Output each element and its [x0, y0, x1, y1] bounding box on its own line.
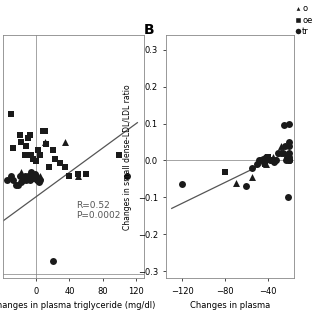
Point	[19, 169, 24, 174]
Point	[29, 152, 34, 157]
Text: R=0.52
P=0.0002: R=0.52 P=0.0002	[76, 201, 121, 220]
Point	[265, 156, 270, 161]
Point	[249, 165, 254, 171]
Point	[67, 173, 72, 179]
Point	[57, 161, 62, 166]
Point	[278, 150, 283, 156]
Point	[16, 182, 21, 187]
Point	[24, 144, 29, 149]
Point	[261, 156, 266, 161]
Y-axis label: Changes in small dense-LDL/LDL ratio: Changes in small dense-LDL/LDL ratio	[123, 84, 132, 230]
Point	[180, 182, 185, 187]
Point	[36, 148, 41, 153]
Point	[29, 169, 34, 174]
Point	[263, 154, 268, 159]
X-axis label: Changes in plasma: Changes in plasma	[190, 301, 270, 310]
Point	[9, 112, 14, 117]
Point	[280, 150, 285, 156]
Point	[286, 121, 292, 126]
Point	[32, 171, 37, 176]
Point	[50, 148, 55, 153]
Point	[269, 158, 275, 163]
Point	[278, 143, 283, 148]
Text: B: B	[143, 23, 154, 37]
Point	[35, 178, 40, 183]
Point	[84, 171, 89, 176]
Point	[27, 178, 32, 183]
Point	[42, 129, 47, 134]
Point	[63, 165, 68, 170]
Point	[11, 178, 16, 183]
X-axis label: Changes in plasma triglyceride (mg/dl): Changes in plasma triglyceride (mg/dl)	[0, 301, 156, 310]
Point	[286, 158, 292, 163]
Point	[24, 178, 29, 183]
Point	[11, 146, 16, 151]
Point	[244, 184, 249, 189]
Point	[19, 139, 24, 144]
Legend: o, oe, tr: o, oe, tr	[292, 1, 316, 40]
Point	[286, 143, 292, 148]
Point	[283, 158, 288, 163]
Point	[222, 169, 228, 174]
Point	[22, 152, 27, 157]
Point	[284, 154, 290, 159]
Point	[30, 176, 35, 181]
Point	[286, 140, 292, 145]
Point	[272, 160, 277, 165]
Point	[286, 158, 292, 163]
Point	[26, 173, 31, 179]
Point	[34, 158, 39, 164]
Point	[38, 152, 43, 157]
Point	[44, 141, 49, 147]
Point	[52, 156, 57, 162]
Point	[34, 173, 39, 179]
Point	[20, 178, 26, 183]
Point	[9, 173, 14, 179]
Point	[50, 259, 55, 264]
Point	[286, 158, 292, 163]
Point	[17, 173, 22, 179]
Point	[233, 180, 238, 185]
Point	[265, 154, 270, 159]
Point	[286, 150, 292, 156]
Point	[257, 158, 262, 163]
Point	[38, 173, 43, 179]
Point	[19, 180, 24, 185]
Point	[13, 182, 18, 187]
Point	[36, 180, 41, 185]
Point	[5, 178, 10, 183]
Point	[270, 154, 276, 159]
Point	[42, 139, 47, 144]
Point	[263, 162, 268, 167]
Point	[17, 133, 22, 138]
Point	[30, 156, 36, 162]
Point	[282, 143, 287, 148]
Point	[37, 178, 42, 183]
Point	[259, 158, 264, 163]
Point	[249, 174, 254, 180]
Point	[262, 162, 267, 167]
Point	[274, 158, 279, 163]
Point	[27, 133, 32, 138]
Point	[26, 135, 31, 140]
Point	[63, 139, 68, 144]
Point	[276, 150, 281, 156]
Point	[125, 173, 130, 179]
Point	[285, 195, 291, 200]
Point	[254, 162, 260, 167]
Point	[30, 173, 36, 179]
Point	[281, 123, 286, 128]
Point	[22, 173, 27, 179]
Point	[46, 165, 51, 170]
Point	[116, 152, 122, 157]
Point	[286, 158, 292, 163]
Point	[75, 173, 80, 179]
Point	[40, 129, 45, 134]
Point	[286, 154, 292, 159]
Point	[75, 171, 80, 176]
Point	[36, 178, 41, 183]
Point	[267, 158, 272, 163]
